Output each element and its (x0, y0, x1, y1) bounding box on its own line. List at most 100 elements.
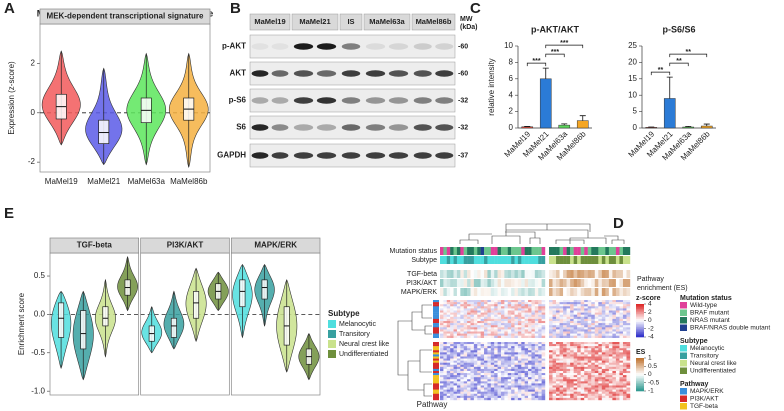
heatmap-cell (480, 314, 485, 317)
heatmap-cell (494, 310, 498, 313)
heatmap-cell (608, 350, 613, 353)
heatmap-cell (534, 323, 539, 326)
blot-band (365, 152, 386, 159)
heatmap-cell (528, 362, 532, 365)
heatmap-cell (494, 333, 498, 336)
heatmap-cell (453, 379, 458, 382)
heatmap-cell (577, 323, 581, 326)
heatmap-cell (601, 381, 606, 384)
heatmap-cell (580, 335, 585, 338)
heatmap-cell (440, 350, 444, 353)
heatmap-cell (443, 346, 447, 349)
heatmap-cell (541, 354, 546, 357)
heatmap-cell (563, 346, 567, 349)
heatmap-cell (541, 379, 546, 382)
heatmap-cell (608, 300, 613, 303)
heatmap-cell (460, 375, 464, 378)
heatmap-cell (467, 321, 471, 324)
heatmap-cell (552, 397, 557, 401)
heatmap-cell (453, 360, 458, 363)
heatmap-cell (541, 304, 546, 307)
heatmap-cell (619, 387, 624, 390)
heatmap-cell (584, 364, 588, 368)
es-cell (484, 279, 488, 287)
heatmap-cell (487, 385, 492, 388)
heatmap-cell (463, 333, 468, 336)
heatmap-cell (507, 346, 512, 349)
heatmap-cell (538, 304, 542, 307)
heatmap-cell (619, 350, 624, 353)
heatmap-cell (573, 356, 578, 359)
heatmap-cell (517, 358, 522, 361)
heatmap-cell (446, 381, 451, 384)
heatmap-cell (626, 389, 631, 392)
heatmap-cell (577, 381, 581, 384)
heatmap-cell (612, 346, 617, 349)
y-tick-label: 0 (633, 123, 638, 132)
heatmap-cell (467, 354, 471, 357)
heatmap-cell (487, 346, 492, 349)
heatmap-cell (605, 383, 610, 386)
heatmap-cell (549, 370, 553, 374)
heatmap-cell (450, 302, 454, 305)
heatmap-cell (556, 350, 560, 353)
pathway-title: enrichment (ES) (637, 285, 688, 292)
heatmap-cell (521, 325, 525, 328)
heatmap-cell (453, 342, 458, 345)
bar (521, 126, 534, 129)
heatmap-cell (470, 327, 475, 330)
heatmap-cell (626, 373, 631, 376)
heatmap-cell (573, 342, 578, 345)
heatmap-cell (500, 316, 505, 320)
pathway-cell (433, 352, 439, 355)
bar (645, 127, 658, 129)
heatmap-cell (463, 366, 468, 370)
heatmap-cell (490, 304, 495, 307)
heatmap-cell (598, 375, 603, 378)
heatmap-cell (446, 333, 451, 336)
heatmap-cell (446, 393, 451, 397)
heatmap-cell (528, 352, 532, 355)
heatmap-cell (473, 366, 478, 370)
heatmap-cell (577, 335, 581, 338)
heatmap-cell (514, 393, 519, 397)
heatmap-cell (517, 383, 522, 386)
heatmap-cell (450, 312, 454, 315)
blot-band (271, 70, 289, 77)
heatmap-cell (584, 387, 588, 390)
heatmap-cell (566, 364, 571, 368)
heatmap-cell (605, 391, 610, 394)
heatmap-cell (619, 325, 624, 328)
heatmap-cell (584, 366, 588, 370)
heatmap-cell (487, 360, 492, 363)
heatmap-cell (622, 385, 627, 388)
pathway-cell (433, 358, 439, 361)
heatmap-cell (467, 333, 471, 336)
heatmap-cell (587, 381, 592, 384)
heatmap-cell (504, 375, 508, 378)
heatmap-cell (497, 356, 502, 359)
heatmap-cell (507, 316, 512, 320)
heatmap-cell (591, 335, 595, 338)
heatmap-cell (484, 360, 488, 363)
y-tick-label: 2 (509, 107, 514, 116)
subtype-cell (612, 256, 617, 264)
heatmap-cell (552, 393, 557, 397)
heatmap-cell (587, 383, 592, 386)
es-cell (608, 270, 613, 278)
heatmap-cell (450, 308, 454, 311)
heatmap-cell (566, 302, 571, 305)
heatmap-cell (507, 344, 512, 347)
es-cell (580, 279, 585, 287)
blot-band (435, 97, 454, 104)
blot-band (341, 97, 361, 104)
heatmap-cell (587, 358, 592, 361)
heatmap-cell (626, 366, 631, 370)
heatmap-cell (528, 344, 532, 347)
heatmap-cell (460, 393, 464, 397)
heatmap-cell (601, 316, 606, 320)
heatmap-cell (608, 316, 613, 320)
heatmap-cell (538, 377, 542, 380)
heatmap-cell (521, 327, 525, 330)
heatmap-cell (517, 316, 522, 320)
